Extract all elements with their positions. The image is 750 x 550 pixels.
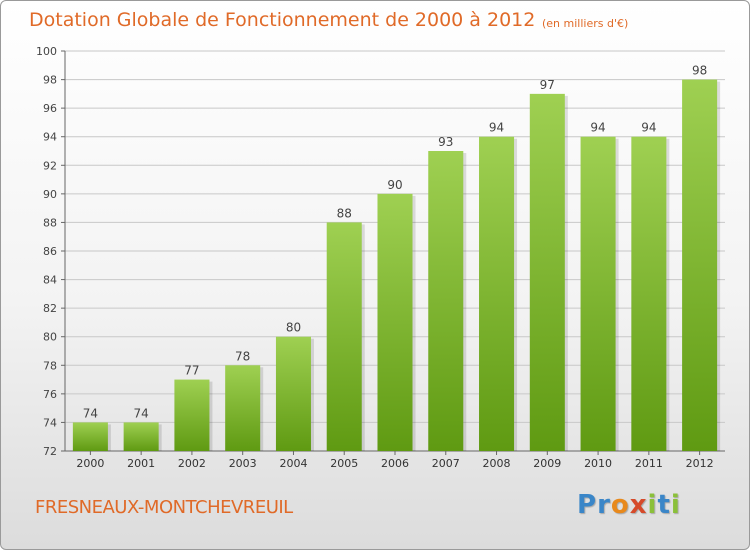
y-tick-label: 96 bbox=[43, 102, 57, 115]
y-tick-label: 80 bbox=[43, 331, 57, 344]
bars bbox=[72, 79, 721, 452]
logo-letter: x bbox=[629, 490, 648, 520]
chart-title: Dotation Globale de Fonctionnement de 20… bbox=[29, 9, 536, 31]
bar-2009[interactable] bbox=[529, 93, 565, 451]
bar-value-label: 88 bbox=[337, 206, 352, 220]
bar-2001[interactable] bbox=[123, 422, 159, 451]
x-tick-label: 2006 bbox=[381, 457, 409, 470]
commune-name: FRESNEAUX-MONTCHEVREUIL bbox=[35, 497, 293, 518]
bar-2002[interactable] bbox=[174, 379, 210, 451]
bar-value-label: 94 bbox=[641, 121, 656, 135]
x-tick-label: 2011 bbox=[635, 457, 663, 470]
y-tick-label: 84 bbox=[43, 274, 57, 287]
x-tick-label: 2008 bbox=[483, 457, 511, 470]
y-tick-label: 100 bbox=[36, 45, 57, 58]
bar-2007[interactable] bbox=[428, 151, 464, 451]
labels: 72 74 76 78 80 82 84 86 88 90 92 94 96 98 100 74 2000 74 2… bbox=[36, 45, 714, 470]
y-tick-label: 86 bbox=[43, 245, 57, 258]
x-tick-label: 2012 bbox=[686, 457, 714, 470]
x-tick-label: 2003 bbox=[229, 457, 257, 470]
y-tick-label: 92 bbox=[43, 159, 57, 172]
y-tick-label: 82 bbox=[43, 302, 57, 315]
bar-2010[interactable] bbox=[580, 136, 616, 451]
bar-2005[interactable] bbox=[326, 222, 362, 451]
bar-value-label: 90 bbox=[387, 178, 402, 192]
bar-2000[interactable] bbox=[72, 422, 108, 451]
logo-letter: i bbox=[647, 490, 658, 520]
bar-2006[interactable] bbox=[377, 193, 413, 451]
bar-value-label: 74 bbox=[83, 406, 98, 420]
x-tick-label: 2009 bbox=[533, 457, 561, 470]
bar-2011[interactable] bbox=[631, 136, 667, 451]
bar-value-label: 77 bbox=[184, 364, 199, 378]
x-tick-label: 2010 bbox=[584, 457, 612, 470]
bar-2012[interactable] bbox=[682, 79, 718, 452]
y-tick-label: 78 bbox=[43, 359, 57, 372]
logo-letter: o bbox=[610, 490, 630, 520]
bar-value-label: 93 bbox=[438, 135, 453, 149]
bar-value-label: 78 bbox=[235, 349, 250, 363]
bar-value-label: 97 bbox=[540, 78, 555, 92]
y-tick-label: 74 bbox=[43, 416, 57, 429]
logo-letter: i bbox=[670, 490, 681, 520]
bar-2004[interactable] bbox=[275, 336, 311, 451]
y-tick-label: 72 bbox=[43, 445, 57, 458]
bar-value-label: 74 bbox=[134, 406, 149, 420]
y-tick-label: 90 bbox=[43, 188, 57, 201]
bar-value-label: 94 bbox=[489, 121, 504, 135]
x-tick-label: 2004 bbox=[279, 457, 307, 470]
x-tick-label: 2002 bbox=[178, 457, 206, 470]
y-tick-label: 88 bbox=[43, 216, 57, 229]
bar-2003[interactable] bbox=[225, 365, 261, 451]
x-tick-label: 2005 bbox=[330, 457, 358, 470]
chart-unit-label: (en milliers d'€) bbox=[542, 17, 629, 30]
y-tick-label: 94 bbox=[43, 131, 57, 144]
x-tick-label: 2007 bbox=[432, 457, 460, 470]
bar-value-label: 94 bbox=[590, 121, 605, 135]
logo-letter: t bbox=[657, 490, 671, 520]
logo-letter: r bbox=[597, 490, 611, 520]
proxiti-logo[interactable]: Proxiti bbox=[577, 490, 681, 520]
bar-2008[interactable] bbox=[479, 136, 515, 451]
bar-value-label: 98 bbox=[692, 64, 707, 78]
logo-letter: P bbox=[577, 490, 598, 520]
bar-value-label: 80 bbox=[286, 321, 301, 335]
y-tick-label: 76 bbox=[43, 388, 57, 401]
x-tick-label: 2001 bbox=[127, 457, 155, 470]
y-tick-label: 98 bbox=[43, 74, 57, 87]
x-tick-label: 2000 bbox=[76, 457, 104, 470]
